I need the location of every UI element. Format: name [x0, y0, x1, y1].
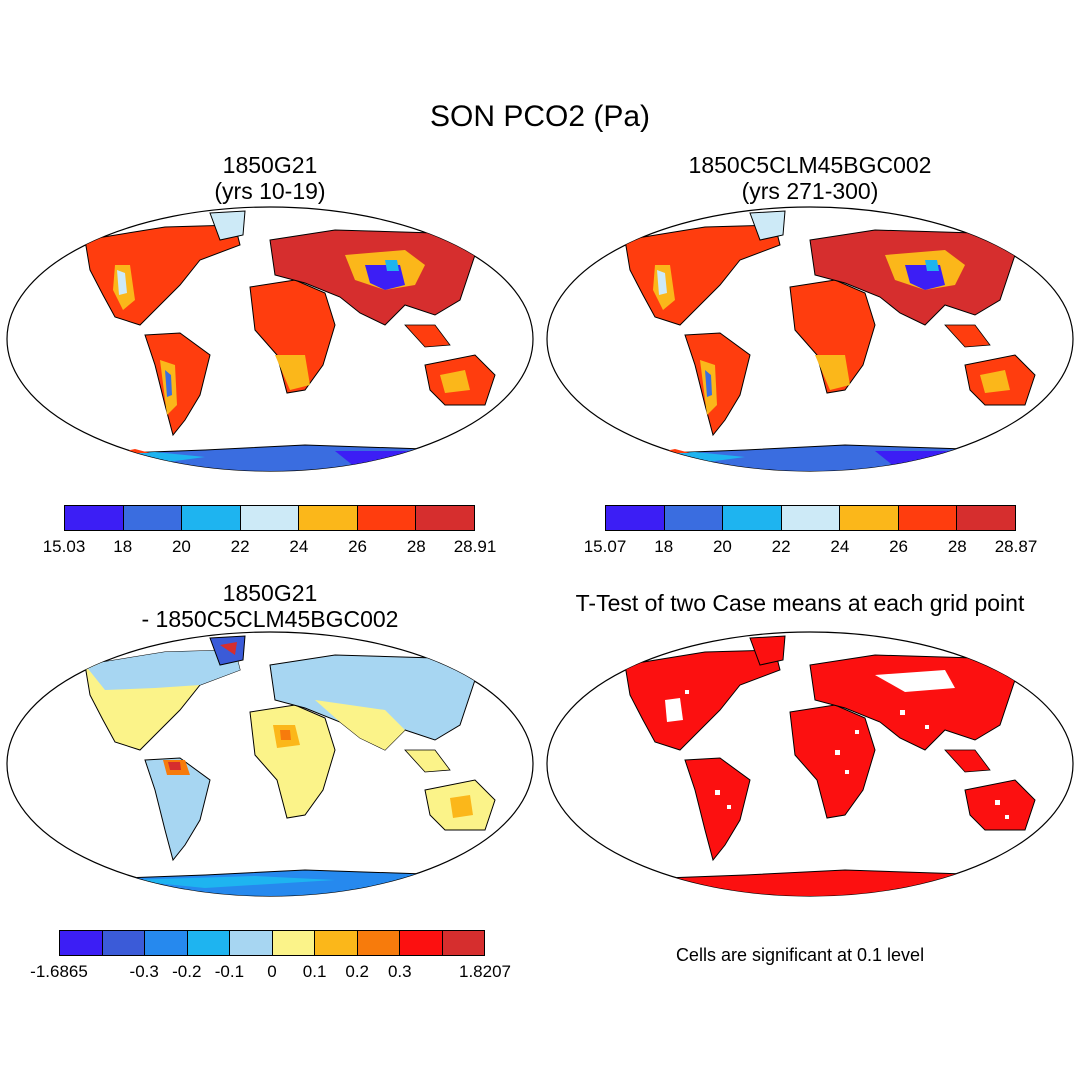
colorbar-swatch [957, 506, 1016, 530]
map-panel-c [6, 631, 534, 897]
colorbar-a: 15.03 18 20 22 24 26 28 28.91 [43, 505, 496, 565]
colorbar-tick-label: 1.8207 [459, 962, 511, 981]
colorbar-tick-label: 20 [712, 537, 732, 556]
map-panel-b [546, 206, 1074, 472]
colorbar-tick-label: 0.3 [387, 962, 412, 981]
panel-a-title-line2: (yrs 10-19) [214, 178, 326, 204]
colorbar-tick-label: 26 [889, 537, 909, 556]
colorbar-b-boxes [605, 505, 1016, 531]
colorbar-tick-label: 0 [267, 962, 277, 981]
colorbar-swatch [315, 931, 358, 955]
colorbar-swatch [187, 931, 230, 955]
colorbar-tick-label: 22 [771, 537, 791, 556]
colorbar-swatch [145, 931, 188, 955]
panel-a-title-line1: 1850G21 [222, 152, 318, 178]
colorbar-swatch [606, 506, 665, 530]
colorbar-swatch [123, 506, 183, 530]
map-panel-d [546, 631, 1074, 897]
colorbar-tick-label: 18 [113, 537, 133, 556]
colorbar-tick-label: 0.1 [302, 962, 327, 981]
colorbar-swatch [240, 506, 300, 530]
colorbar-swatch [442, 931, 484, 955]
colorbar-tick-label: 18 [654, 537, 674, 556]
colorbar-swatch [781, 506, 841, 530]
colorbar-c-boxes [59, 930, 485, 956]
colorbar-tick-label: 15.07 [583, 537, 627, 556]
panel-c-title-line1: 1850G21 [222, 580, 318, 606]
colorbar-swatch [182, 506, 241, 530]
colorbar-tick-label: 28.91 [453, 537, 497, 556]
colorbar-tick-label: -0.3 [129, 962, 159, 981]
colorbar-swatch [416, 506, 475, 530]
significance-note: Cells are significant at 0.1 level [675, 945, 925, 965]
colorbar-swatch [65, 506, 124, 530]
colorbar-tick-label: 20 [171, 537, 191, 556]
colorbar-tick-label: 0.2 [345, 962, 370, 981]
colorbar-tick-label: -0.2 [172, 962, 202, 981]
colorbar-tick-label: 24 [830, 537, 850, 556]
colorbar-a-boxes [64, 505, 475, 531]
panel-c-title: 1850G21 - 1850C5CLM45BGC002 [70, 580, 470, 632]
panel-b-title-line1: 1850C5CLM45BGC002 [688, 152, 932, 178]
panel-b-title-line2: (yrs 271-300) [741, 178, 879, 204]
colorbar-tick-label: 22 [230, 537, 250, 556]
colorbar-swatch [102, 931, 145, 955]
panel-b-title: 1850C5CLM45BGC002 (yrs 271-300) [610, 152, 1010, 204]
colorbar-swatch [60, 931, 103, 955]
colorbar-swatch [664, 506, 724, 530]
figure-title: SON PCO2 (Pa) [429, 100, 651, 133]
colorbar-tick-label: -1.6865 [30, 962, 88, 981]
colorbar-swatch [230, 931, 273, 955]
colorbar-tick-label: 28 [406, 537, 426, 556]
colorbar-swatch [723, 506, 782, 530]
colorbar-b: 15.07 18 20 22 24 26 28 28.87 [584, 505, 1037, 565]
colorbar-swatch [357, 506, 417, 530]
colorbar-swatch [840, 506, 899, 530]
colorbar-swatch [400, 931, 443, 955]
colorbar-tick-label: 26 [348, 537, 368, 556]
colorbar-swatch [272, 931, 315, 955]
colorbar-swatch [357, 931, 400, 955]
colorbar-c: -1.6865 -0.3 -0.2 -0.1 0 0.1 0.2 0.3 1.8207 [30, 930, 511, 990]
colorbar-tick-label: 15.03 [42, 537, 86, 556]
colorbar-tick-label: 28.87 [994, 537, 1038, 556]
panel-c-title-line2: - 1850C5CLM45BGC002 [141, 606, 399, 632]
colorbar-swatch [898, 506, 958, 530]
panel-d-title: T-Test of two Case means at each grid po… [575, 590, 1025, 616]
panel-a-title: 1850G21 (yrs 10-19) [70, 152, 470, 204]
colorbar-tick-label: -0.1 [214, 962, 245, 981]
colorbar-swatch [299, 506, 358, 530]
colorbar-tick-label: 24 [289, 537, 309, 556]
colorbar-tick-label: 28 [947, 537, 967, 556]
map-panel-a [6, 206, 534, 472]
